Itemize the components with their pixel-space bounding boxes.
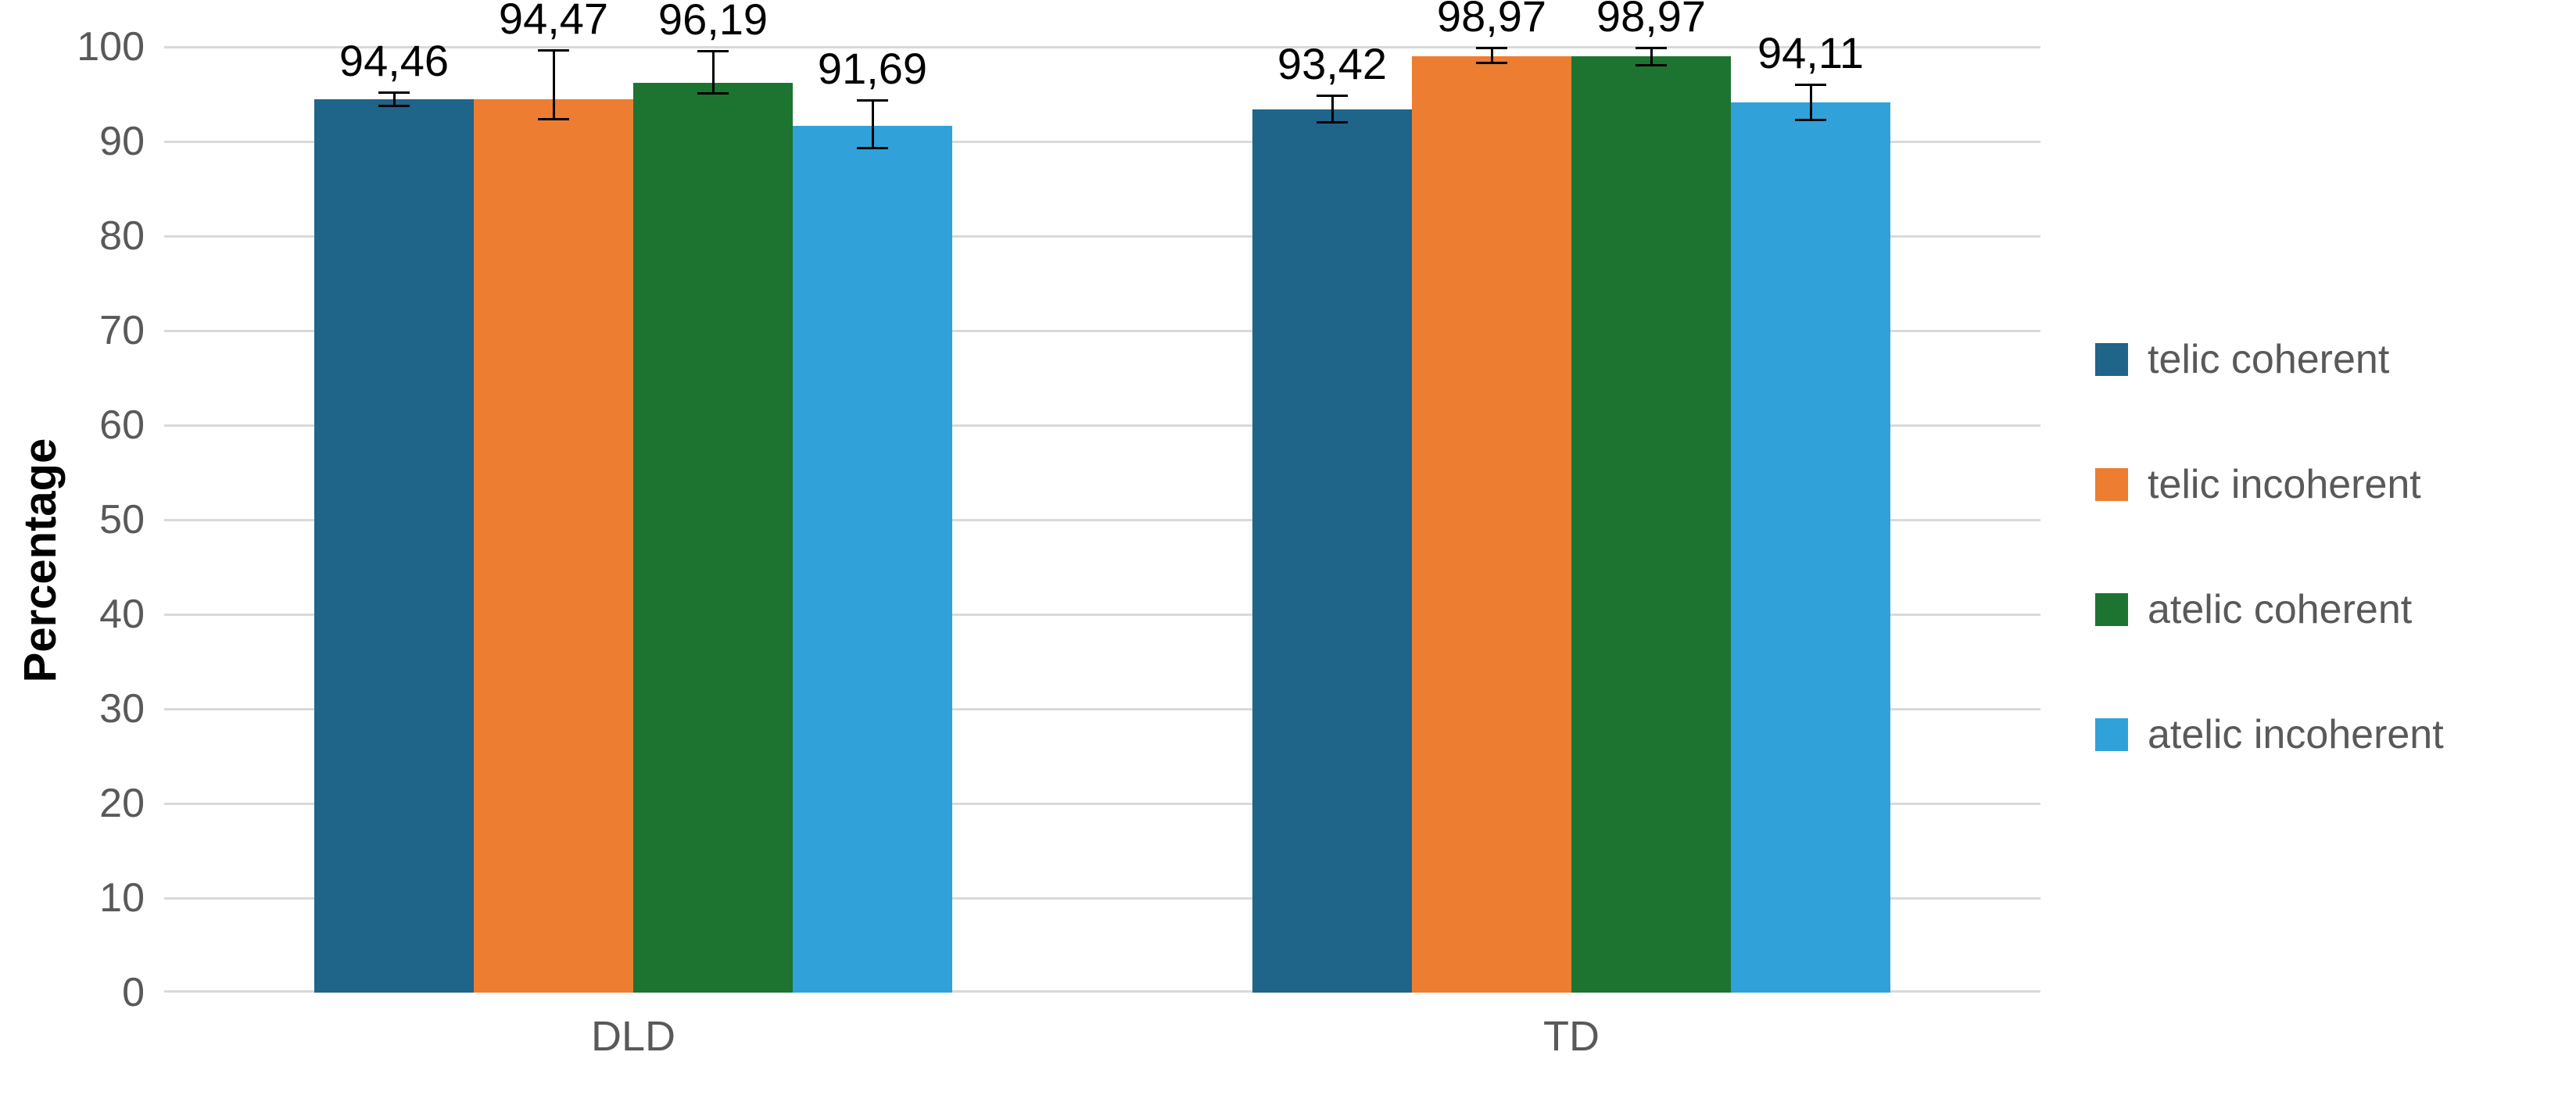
y-tick-label: 0 [51, 969, 145, 1016]
legend-item: atelic incoherent [2095, 711, 2444, 758]
bar [1571, 56, 1731, 993]
y-axis-title: Percentage [14, 438, 66, 682]
y-tick-label: 90 [51, 118, 145, 165]
y-tick-label: 10 [51, 875, 145, 921]
legend: telic coherent telic incoherent atelic coh… [2095, 336, 2444, 836]
data-label: 94,46 [339, 35, 449, 86]
bar [793, 126, 952, 993]
data-label: 98,97 [1596, 0, 1706, 41]
bar [314, 99, 474, 993]
legend-label: atelic incoherent [2148, 711, 2444, 758]
y-tick-label: 30 [51, 685, 145, 732]
legend-swatch [2095, 468, 2128, 501]
bar [474, 99, 633, 993]
legend-swatch [2095, 718, 2128, 751]
x-group-label: DLD [591, 1012, 675, 1061]
legend-item: telic coherent [2095, 336, 2444, 383]
legend-label: telic coherent [2148, 336, 2389, 383]
data-label: 93,42 [1277, 38, 1387, 89]
bar [1412, 56, 1571, 993]
legend-item: atelic coherent [2095, 586, 2444, 633]
data-label: 94,47 [499, 0, 608, 44]
legend-swatch [2095, 343, 2128, 376]
bar-chart: Percentage 010203040506070809010094,4694… [0, 0, 2576, 1120]
legend-label: atelic coherent [2148, 586, 2412, 633]
y-tick-label: 40 [51, 591, 145, 638]
bar [1252, 109, 1412, 993]
data-label: 98,97 [1437, 0, 1546, 41]
y-tick-label: 50 [51, 496, 145, 543]
y-tick-label: 60 [51, 402, 145, 449]
x-group-label: TD [1543, 1012, 1600, 1061]
y-tick-label: 20 [51, 780, 145, 827]
y-tick-label: 100 [51, 23, 145, 70]
legend-item: telic incoherent [2095, 461, 2444, 508]
data-label: 94,11 [1757, 27, 1864, 78]
y-tick-label: 70 [51, 307, 145, 354]
data-label: 96,19 [658, 0, 768, 45]
bar [1731, 102, 1890, 993]
y-tick-label: 80 [51, 213, 145, 259]
legend-swatch [2095, 593, 2128, 626]
bar [633, 83, 793, 993]
plot-area: 010203040506070809010094,4694,4796,1991,… [164, 47, 2040, 993]
data-label: 91,69 [818, 43, 927, 94]
legend-label: telic incoherent [2148, 461, 2421, 508]
